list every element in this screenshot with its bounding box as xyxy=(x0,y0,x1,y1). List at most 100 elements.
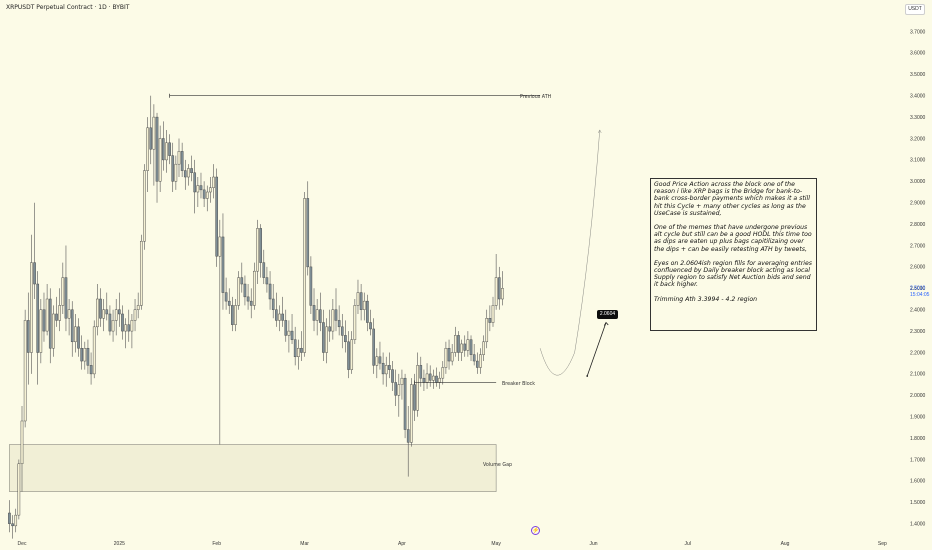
candle-up xyxy=(92,326,96,375)
y-tick-label: 2.5000 xyxy=(910,286,926,292)
candle-up xyxy=(362,300,366,310)
candle-down xyxy=(391,369,394,383)
candle-up xyxy=(209,187,212,193)
y-tick-label: 2.2000 xyxy=(910,350,926,356)
candle-up xyxy=(14,514,18,527)
note-paragraph: One of the memes that have undergone pre… xyxy=(654,224,812,253)
candle-down xyxy=(215,176,219,257)
candle-down xyxy=(127,324,131,332)
candle-down xyxy=(42,309,46,332)
candle-down xyxy=(334,309,338,321)
y-tick-label: 2.9000 xyxy=(910,201,926,207)
entry-price-label[interactable]: 2.0604 xyxy=(597,310,618,319)
candle-up xyxy=(432,375,435,381)
candle-up xyxy=(177,151,181,165)
candle-down xyxy=(318,309,322,323)
symbol-title[interactable]: XRPUSDT Perpetual Contract · 1D · BYBIT xyxy=(6,4,130,11)
candle-down xyxy=(155,116,159,182)
candle-down xyxy=(89,365,93,375)
candle-down xyxy=(369,322,372,330)
candle-up xyxy=(111,320,115,332)
candle-down xyxy=(259,228,262,263)
candle-down xyxy=(199,185,203,191)
candle-down xyxy=(378,356,382,364)
volume-gap-zone[interactable] xyxy=(9,444,497,492)
candle-up xyxy=(133,309,137,321)
candle-down xyxy=(322,322,325,353)
candle-down xyxy=(413,384,416,411)
candle-up xyxy=(61,277,65,306)
candle-up xyxy=(102,309,105,319)
candle-down xyxy=(180,151,184,171)
candle-up xyxy=(384,365,388,375)
y-tick-label: 1.9000 xyxy=(910,415,926,421)
candle-down xyxy=(171,155,175,182)
candle-up xyxy=(187,168,190,178)
y-tick-label: 3.2000 xyxy=(910,136,926,142)
analysis-note[interactable]: Good Price Action across the block one o… xyxy=(650,178,817,331)
y-tick-label: 1.7000 xyxy=(910,457,926,463)
candle-up xyxy=(278,313,281,321)
y-tick-label: 3.0000 xyxy=(910,179,926,185)
candle-down xyxy=(497,277,501,300)
candle-up xyxy=(315,309,319,321)
candle-down xyxy=(328,326,332,332)
candle-up xyxy=(58,305,62,321)
candle-up xyxy=(124,324,127,332)
current-price-label: 2.5010 xyxy=(910,286,926,292)
candle-down xyxy=(284,320,288,336)
candle-down xyxy=(463,343,467,351)
candle-up xyxy=(416,365,419,411)
y-tick-label: 2.6000 xyxy=(910,265,926,271)
y-tick-label: 3.5000 xyxy=(910,72,926,78)
entry-arrow-head xyxy=(603,321,609,326)
y-tick-label: 1.5000 xyxy=(910,500,926,506)
candle-up xyxy=(375,356,379,366)
candle-down xyxy=(388,365,391,370)
candle-up xyxy=(400,377,404,385)
x-tick-label: May xyxy=(491,541,501,547)
x-tick-label: Sep xyxy=(878,541,887,547)
candle-down xyxy=(262,262,266,278)
y-tick-label: 2.7000 xyxy=(910,243,926,249)
candle-down xyxy=(149,127,153,150)
candle-down xyxy=(366,300,369,323)
candle-up xyxy=(83,347,87,362)
breaker-block-label: Breaker Block xyxy=(502,382,536,387)
currency-selector[interactable]: USDT xyxy=(905,4,925,15)
candle-up xyxy=(205,191,209,199)
candle-up xyxy=(501,288,504,300)
candle-up xyxy=(410,384,413,443)
candle-down xyxy=(33,262,36,285)
candle-up xyxy=(45,298,49,332)
projection-arrowhead xyxy=(598,129,602,134)
y-tick-label: 2.0000 xyxy=(910,393,926,399)
y-tick-label: 1.4000 xyxy=(910,522,926,528)
candle-down xyxy=(64,277,68,319)
candle-down xyxy=(422,377,426,383)
candle-down xyxy=(26,320,30,353)
candle-up xyxy=(453,335,457,353)
candle-up xyxy=(441,367,445,379)
candle-down xyxy=(337,320,341,328)
projection-path[interactable] xyxy=(539,129,601,376)
candle-down xyxy=(312,305,316,321)
candle-down xyxy=(8,512,11,524)
candle-countdown-label: 15:04:05 xyxy=(910,292,930,298)
x-tick-label: Aug xyxy=(781,541,790,547)
candle-up xyxy=(491,305,495,323)
candle-down xyxy=(86,347,90,366)
y-tick-label: 2.4000 xyxy=(910,308,926,314)
candle-down xyxy=(488,318,492,323)
candle-down xyxy=(190,168,193,173)
candle-down xyxy=(275,309,278,321)
candle-up xyxy=(479,354,482,368)
entry-arrow[interactable] xyxy=(586,322,607,377)
candle-down xyxy=(168,142,171,156)
candle-up xyxy=(466,339,470,351)
candle-down xyxy=(475,360,479,368)
candle-down xyxy=(249,300,253,306)
candle-down xyxy=(80,347,83,362)
tradingview-logo-icon[interactable]: ⚡ xyxy=(531,526,540,535)
